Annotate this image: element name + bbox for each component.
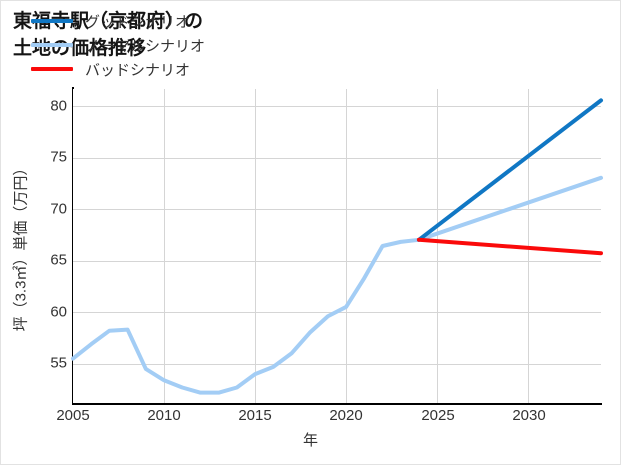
- y-tick-label-75: 75: [50, 148, 67, 166]
- gridline-x-2020: [346, 89, 347, 403]
- gridline-y-70: [73, 209, 601, 210]
- legend-item-bad[interactable]: バッドシナリオ: [31, 57, 205, 81]
- gridline-x-2010: [164, 89, 165, 403]
- legend-label-normal: ノーマルシナリオ: [85, 37, 206, 55]
- gridline-y-55: [73, 364, 601, 365]
- y-tick-label-60: 60: [50, 303, 67, 321]
- x-tick-label-2030: 2030: [512, 407, 546, 424]
- chart-legend: グッドシナリオ ノーマルシナリオ バッドシナリオ: [31, 9, 205, 81]
- x-tick-label-2020: 2020: [329, 407, 363, 424]
- legend-item-good[interactable]: グッドシナリオ: [31, 9, 205, 33]
- x-tick-label-2015: 2015: [238, 407, 272, 424]
- legend-label-bad: バッドシナリオ: [85, 61, 191, 79]
- x-tick-label-2010: 2010: [147, 407, 181, 424]
- legend-item-normal[interactable]: ノーマルシナリオ: [31, 33, 205, 57]
- y-tick-label-55: 55: [50, 354, 67, 372]
- legend-label-good: グッドシナリオ: [85, 13, 191, 31]
- gridline-x-2025: [437, 89, 438, 403]
- series-lines: [71, 98, 603, 395]
- y-tick-label-70: 70: [50, 200, 67, 218]
- x-tick-label-2005: 2005: [56, 407, 90, 424]
- gridline-x-2015: [255, 89, 256, 403]
- gridline-y-80: [73, 106, 601, 107]
- series-line-good: [416, 98, 603, 242]
- series-line-bad: [416, 237, 603, 256]
- gridline-y-75: [73, 158, 601, 159]
- x-axis-line: [72, 403, 602, 405]
- y-tick-label-65: 65: [50, 251, 67, 269]
- x-tick-label-2025: 2025: [421, 407, 455, 424]
- plot-area: [71, 89, 603, 403]
- legend-swatch-bad: [31, 67, 73, 71]
- x-axis-title-text: 年: [302, 432, 318, 449]
- gridline-y-65: [73, 261, 601, 262]
- legend-swatch-good: [31, 19, 73, 23]
- series-line-normal: [71, 175, 603, 395]
- legend-swatch-normal: [31, 43, 73, 47]
- y-tick-label-80: 80: [50, 97, 67, 115]
